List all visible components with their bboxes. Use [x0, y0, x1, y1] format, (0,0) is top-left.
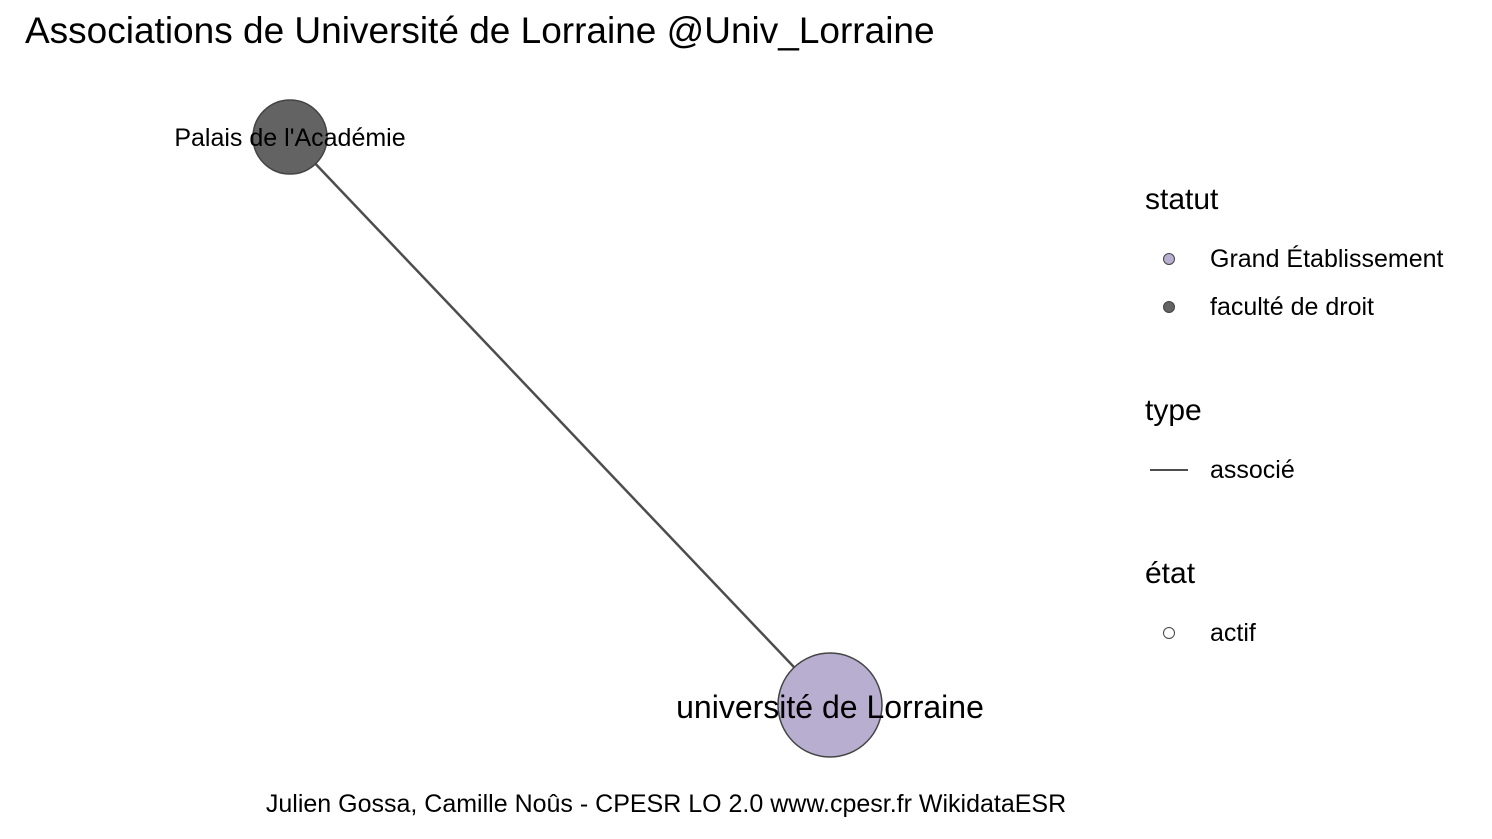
legend-label: associé — [1210, 456, 1295, 484]
legend-title-type: type — [1145, 394, 1202, 427]
node-circle — [252, 99, 328, 175]
legend-dot — [1163, 301, 1175, 313]
legend-title-statut: statut — [1145, 183, 1219, 216]
legend-label: actif — [1210, 619, 1256, 647]
node-universite-de-lorraine: université de Lorraine — [676, 652, 984, 758]
node-label: université de Lorraine — [676, 689, 984, 725]
chart-title: Associations de Université de Lorraine @… — [25, 10, 935, 51]
node-label: Palais de l'Académie — [174, 124, 405, 152]
legend-title-etat: état — [1145, 557, 1196, 590]
caption: Julien Gossa, Camille Noûs - CPESR LO 2.… — [265, 790, 1067, 818]
legend-label: Grand Établissement — [1210, 245, 1444, 273]
legend-key — [1145, 292, 1193, 322]
legend-line — [1150, 469, 1188, 471]
legend-key — [1145, 455, 1193, 485]
node-circle — [777, 652, 883, 758]
edge-associe — [289, 136, 831, 706]
legend-key — [1145, 618, 1193, 648]
legend-key — [1145, 244, 1193, 274]
legend-dot — [1163, 253, 1175, 265]
legend-label: faculté de droit — [1210, 293, 1374, 321]
legend-dot — [1163, 627, 1175, 639]
node-palais-de-l-academie: Palais de l'Académie — [174, 99, 406, 175]
